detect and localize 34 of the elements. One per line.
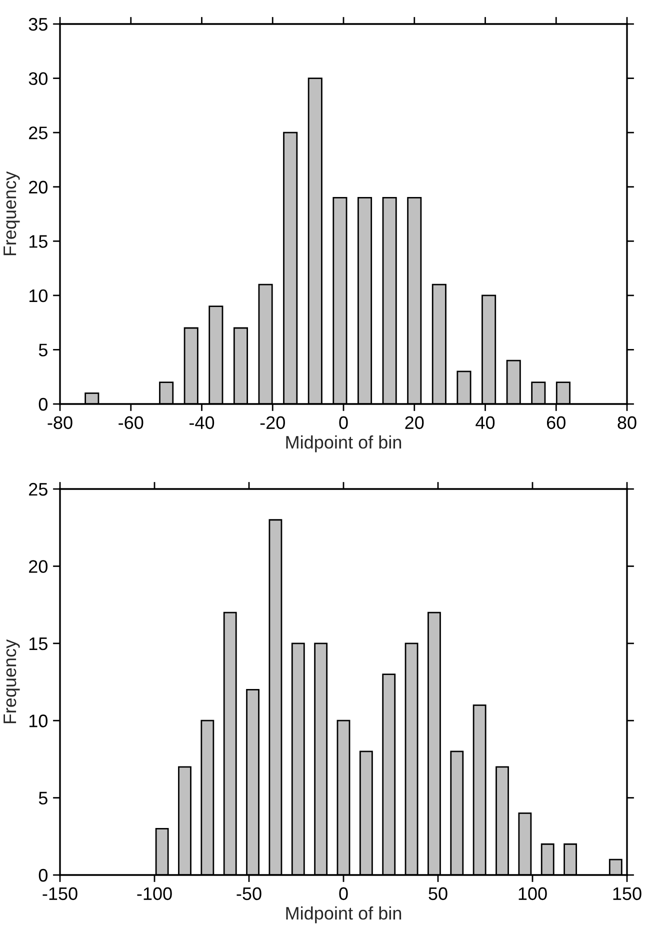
y-axis-title: Frequency [4,639,20,724]
x-tick-label: 150 [613,887,642,900]
x-tick-label: 60 [547,416,566,430]
x-tick-label: 0 [339,887,348,900]
y-tick-label: 5 [38,344,48,356]
x-tick-label: 80 [618,416,636,430]
x-tick-label: 100 [518,887,547,900]
y-tick-label: 20 [29,560,48,573]
x-axis-title: Midpoint of bin [286,906,402,924]
y-tick-label: 35 [28,18,48,31]
x-tick-label: -80 [48,416,72,430]
y-tick-label: 15 [29,638,48,650]
y-tick-label: 25 [29,482,48,496]
x-tick-label: 0 [339,416,348,430]
y-tick-label: 0 [38,398,48,411]
y-axis-title: Frequency [4,171,20,256]
x-tick-label: -60 [118,416,144,430]
y-tick-label: 15 [29,235,48,248]
y-tick-label: 0 [38,868,48,882]
y-tick-label: 10 [29,714,48,728]
x-tick-label: -100 [137,887,172,900]
y-tick-label: 5 [38,792,48,805]
x-tick-label: -40 [190,416,214,430]
x-tick-label: -20 [260,416,285,430]
y-tick-label: 20 [29,180,48,194]
x-tick-label: 40 [476,416,495,430]
x-tick-label: -50 [236,887,262,900]
x-axis-title: Midpoint of bin [286,435,402,452]
y-tick-label: 25 [29,126,48,140]
y-tick-label: 10 [29,289,48,302]
x-tick-label: 20 [405,416,424,430]
x-tick-label: -150 [42,887,78,900]
y-tick-label: 30 [28,72,48,86]
x-tick-label: 50 [428,887,448,900]
